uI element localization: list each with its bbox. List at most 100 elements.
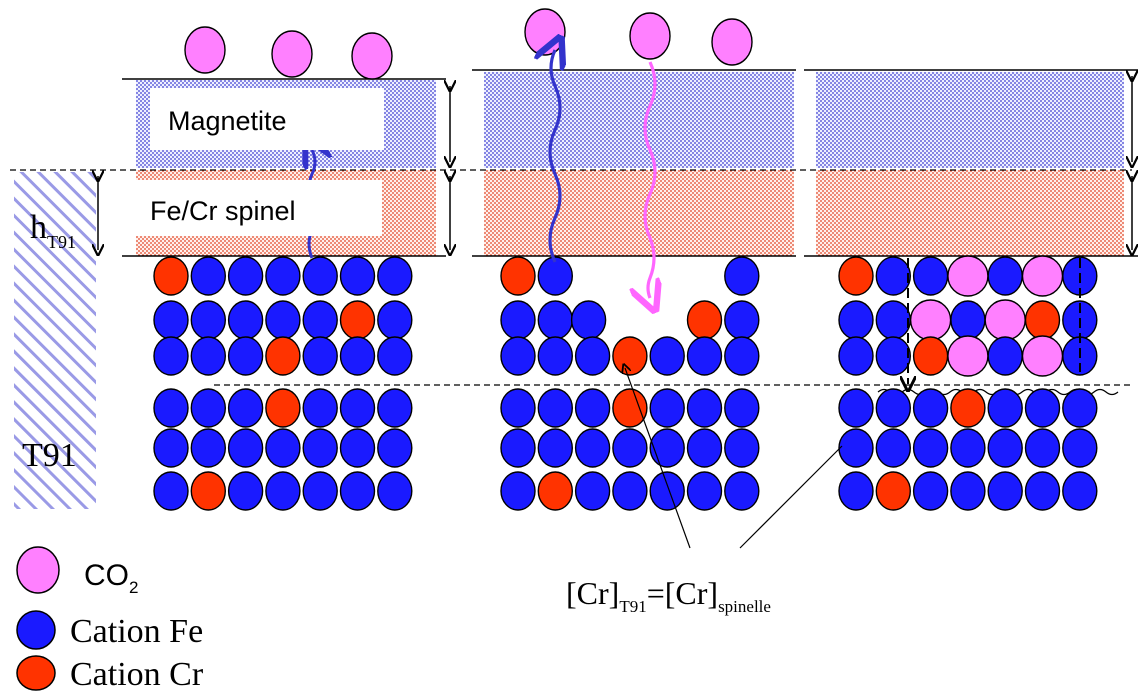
fe-cation <box>724 471 760 511</box>
fe-cation <box>153 471 189 511</box>
fe-cation <box>190 300 227 340</box>
fe-cation <box>500 388 536 428</box>
fe-cation <box>227 471 264 511</box>
fe-cation <box>987 471 1023 511</box>
fe-cation <box>686 388 723 428</box>
fe-cation <box>377 388 413 428</box>
fe-cation <box>377 336 413 376</box>
fe-cation <box>987 256 1023 296</box>
fe-cation <box>1024 388 1061 428</box>
fe-cation <box>950 428 986 468</box>
co2-molecules <box>184 8 753 80</box>
co2-in-lattice <box>947 335 989 377</box>
fe-cation <box>153 336 189 376</box>
fe-cation <box>649 428 685 468</box>
fe-cation <box>724 336 760 376</box>
fe-cation <box>377 300 413 340</box>
cr-cation <box>912 336 949 376</box>
thickness-arrows <box>98 76 1132 250</box>
fe-cation <box>724 300 760 340</box>
fe-cation <box>1062 388 1098 428</box>
fe-cation <box>1024 428 1061 468</box>
cr-cation <box>612 336 648 376</box>
pink-arrow-panel-2 <box>645 61 655 298</box>
fe-cation <box>227 428 264 468</box>
co2-molecule <box>524 8 566 56</box>
fe-cation <box>574 388 611 428</box>
cr-cation <box>612 388 648 428</box>
fe-cation <box>190 428 227 468</box>
fe-cation <box>302 256 338 296</box>
magnetite-label-box <box>150 88 384 150</box>
fe-cation <box>987 336 1023 376</box>
fe-cation <box>339 471 376 511</box>
fe-cation <box>153 388 189 428</box>
fe-cation <box>302 300 338 340</box>
fe-cation <box>227 336 264 376</box>
fe-cation <box>875 428 911 468</box>
cr-cation <box>190 471 227 511</box>
co2-molecule <box>629 12 671 60</box>
spinel-layer-2 <box>484 170 794 256</box>
magnetite-label: Magnetite <box>168 106 287 136</box>
fe-cation <box>537 388 573 428</box>
fe-cation <box>302 388 338 428</box>
legend: CO2 Cation Fe Cation Cr <box>16 546 204 691</box>
fe-cation <box>686 471 723 511</box>
thickness-label: hT91 <box>30 209 76 252</box>
fe-cation <box>265 256 301 296</box>
fe-cation <box>649 336 685 376</box>
fe-cation <box>987 428 1023 468</box>
legend-co2-swatch <box>16 546 60 594</box>
fe-cation <box>302 428 338 468</box>
fe-cation <box>912 471 949 511</box>
fe-cation <box>1062 471 1098 511</box>
fe-cation <box>649 471 685 511</box>
fe-cation <box>339 428 376 468</box>
cr-cation <box>875 471 911 511</box>
fe-cation <box>302 336 338 376</box>
fe-cation <box>500 300 536 340</box>
fe-cation <box>339 336 376 376</box>
fe-cation <box>227 388 264 428</box>
fe-cation <box>950 300 986 340</box>
legend-cr-label: Cation Cr <box>70 656 204 691</box>
fe-cation <box>1024 471 1061 511</box>
fe-cation <box>574 471 611 511</box>
layer-boundaries <box>122 69 1138 257</box>
fe-cation <box>724 388 760 428</box>
blue-arrow-panel-2 <box>550 50 560 263</box>
atom-lattice <box>153 255 1098 511</box>
fe-cation <box>265 428 301 468</box>
magnetite-layer-2 <box>484 72 794 168</box>
fe-cation <box>339 388 376 428</box>
legend-fe-label: Cation Fe <box>70 613 203 650</box>
fe-cation <box>912 256 949 296</box>
fe-cation <box>838 300 874 340</box>
fe-cation <box>612 428 648 468</box>
legend-cr-swatch <box>16 655 56 691</box>
fe-cation <box>838 471 874 511</box>
cr-cation <box>950 388 986 428</box>
fe-cation <box>500 428 536 468</box>
fe-cation <box>570 300 607 340</box>
fe-cation <box>724 428 760 468</box>
co2-in-lattice <box>984 299 1026 341</box>
cr-cation <box>265 336 301 376</box>
leader-line-1 <box>625 368 691 549</box>
fe-cation <box>377 256 413 296</box>
fe-cation <box>838 336 874 376</box>
cr-cation <box>537 471 573 511</box>
leader-line-2 <box>739 445 843 549</box>
cr-cation <box>686 300 723 340</box>
chromium-equilibrium-equation: [Cr]T91=[Cr]spinelle <box>566 575 771 616</box>
substrate-label: T91 <box>22 437 77 474</box>
co2-molecule <box>351 32 393 80</box>
fe-cation <box>686 336 723 376</box>
t91-hatched-bar <box>14 172 96 509</box>
co2-in-lattice <box>1021 255 1064 297</box>
fe-cation <box>950 471 986 511</box>
fe-cation <box>875 388 911 428</box>
fe-cation <box>838 428 874 468</box>
